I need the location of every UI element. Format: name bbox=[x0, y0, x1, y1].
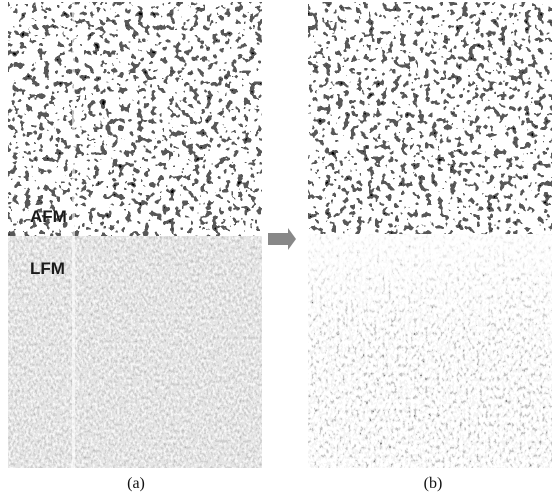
caption-a: (a) bbox=[127, 475, 145, 492]
caption-b: (b) bbox=[424, 475, 443, 492]
afm-label: AFM bbox=[30, 207, 67, 226]
arrow bbox=[268, 228, 296, 250]
panel-a: AFM LFM bbox=[8, 2, 262, 468]
lfm-texture bbox=[8, 236, 262, 468]
afm-texture bbox=[8, 2, 262, 236]
scan-line bbox=[72, 2, 75, 468]
fade-overlay bbox=[308, 234, 552, 344]
lfm-label: LFM bbox=[30, 259, 65, 278]
arrow-head bbox=[288, 228, 296, 250]
top-texture bbox=[308, 2, 552, 234]
arrow-body bbox=[268, 233, 288, 245]
panel-b bbox=[308, 2, 552, 468]
